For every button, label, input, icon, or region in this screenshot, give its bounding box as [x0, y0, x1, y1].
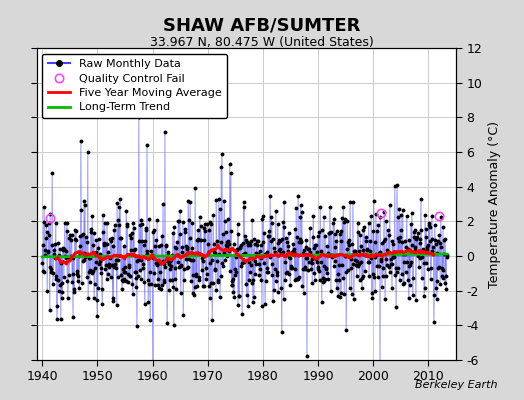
Y-axis label: Temperature Anomaly (°C): Temperature Anomaly (°C) — [488, 120, 501, 288]
Text: Berkeley Earth: Berkeley Earth — [416, 380, 498, 390]
Text: 33.967 N, 80.475 W (United States): 33.967 N, 80.475 W (United States) — [150, 36, 374, 49]
Legend: Raw Monthly Data, Quality Control Fail, Five Year Moving Average, Long-Term Tren: Raw Monthly Data, Quality Control Fail, … — [42, 54, 227, 118]
Text: SHAW AFB/SUMTER: SHAW AFB/SUMTER — [163, 16, 361, 34]
